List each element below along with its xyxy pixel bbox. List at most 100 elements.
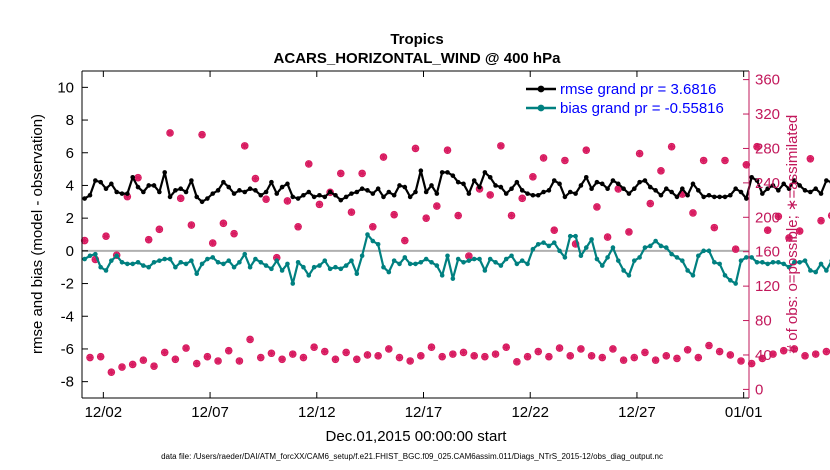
bias-point: [359, 253, 365, 259]
obs-assim-stroke: [225, 347, 232, 354]
y2-tick-label: 0: [755, 381, 763, 398]
rmse-point: [386, 189, 392, 195]
rmse-point: [247, 186, 253, 192]
rmse-point: [610, 178, 616, 183]
bias-point: [509, 253, 514, 259]
bias-point: [413, 261, 418, 267]
obs-assim-stroke: [140, 357, 147, 364]
bias-point: [119, 259, 125, 265]
bias-point: [450, 276, 456, 281]
rmse-point: [765, 186, 770, 192]
obs-possible-marker: [118, 363, 126, 371]
bias-point: [541, 240, 546, 245]
obs-possible-marker: [294, 222, 302, 231]
obs-assim-stroke: [508, 212, 515, 219]
obs-assim-stroke: [705, 342, 713, 349]
bias-point: [114, 253, 119, 259]
obs-count-point: [731, 245, 740, 253]
obs-assim-stroke: [289, 350, 296, 358]
legend-rmse-marker: [537, 85, 545, 93]
left-axis: -8 -6 -4 -2 0 2 4 6 8 10: [57, 79, 88, 391]
rmse-point: [760, 191, 765, 196]
obs-possible-marker: [801, 352, 809, 360]
obs-count-point: [470, 352, 478, 360]
rmse-point: [738, 189, 744, 195]
obs-possible-marker: [395, 353, 404, 362]
rmse-point: [381, 194, 386, 200]
bias-point: [253, 256, 258, 262]
obs-possible-marker: [128, 360, 137, 369]
obs-count-point: [715, 347, 724, 356]
obs-assim-stroke: [471, 352, 478, 359]
rmse-point: [802, 188, 808, 193]
rmse-point: [562, 194, 568, 200]
obs-assim-stroke: [305, 160, 312, 168]
axis-lines: [81, 70, 750, 399]
obs-possible-marker: [235, 357, 244, 365]
rmse-point: [178, 186, 184, 192]
obs-assim-stroke: [257, 354, 264, 361]
obs-possible-marker: [721, 156, 729, 165]
bias-point: [285, 261, 290, 267]
rmse-point: [231, 191, 237, 196]
obs-assim-stroke: [732, 246, 739, 253]
obs-count-point: [230, 229, 238, 238]
obs-count-point: [369, 222, 377, 231]
obs-count-point: [427, 343, 436, 352]
rmse-point: [792, 178, 797, 183]
obs-assim-stroke: [407, 357, 414, 365]
bias-point: [471, 256, 477, 262]
obs-assim-stroke: [481, 353, 488, 360]
obs-count-point: [336, 169, 345, 178]
obs-assim-stroke: [156, 226, 163, 233]
obs-possible-marker: [112, 251, 121, 259]
obs-possible-marker: [315, 200, 324, 209]
obs-assim-stroke: [689, 209, 697, 217]
obs-possible-marker: [609, 345, 617, 353]
obs-assim-stroke: [412, 145, 419, 152]
obs-possible-marker: [646, 199, 655, 208]
rmse-point: [770, 183, 776, 188]
rmse-point: [162, 170, 168, 175]
bias-point: [365, 232, 370, 237]
obs-possible-marker: [267, 349, 276, 358]
rmse-point: [87, 192, 93, 198]
rmse-point: [423, 189, 429, 195]
rmse-point: [413, 189, 418, 195]
obs-count-point: [107, 368, 116, 376]
obs-possible-marker: [160, 348, 169, 357]
obs-possible-marker: [443, 146, 452, 154]
rmse-point: [498, 184, 504, 190]
obs-possible-marker: [593, 203, 601, 211]
rmse-point: [391, 192, 397, 198]
obs-count-point: [582, 146, 591, 154]
bias-point: [157, 258, 162, 263]
bias-point: [567, 233, 573, 239]
obs-assim-stroke: [615, 185, 622, 193]
obs-count-point: [438, 352, 446, 361]
obs-possible-marker: [507, 211, 516, 220]
obs-assim-stroke: [823, 348, 830, 355]
obs-possible-marker: [726, 351, 735, 359]
bias-point: [824, 268, 829, 273]
rmse-point: [786, 186, 792, 192]
obs-assim-stroke: [540, 154, 547, 162]
bias-point: [311, 264, 317, 270]
rmse-point: [685, 192, 690, 198]
obs-count-point: [667, 142, 676, 151]
bias-point: [322, 258, 328, 263]
obs-count-point: [224, 346, 233, 355]
obs-count-point: [763, 226, 772, 234]
bias-point: [680, 258, 685, 263]
bias-point: [781, 261, 786, 267]
obs-possible-marker: [107, 368, 116, 376]
rmse-point: [274, 191, 280, 196]
rmse-point: [306, 189, 312, 195]
obs-count-point: [737, 357, 745, 365]
obs-count-point: [379, 153, 388, 161]
bias-point: [535, 242, 541, 247]
obs-count-point: [699, 156, 708, 165]
obs-count-point: [192, 359, 201, 368]
obs-possible-marker: [603, 233, 612, 241]
rmse-point: [439, 170, 445, 175]
